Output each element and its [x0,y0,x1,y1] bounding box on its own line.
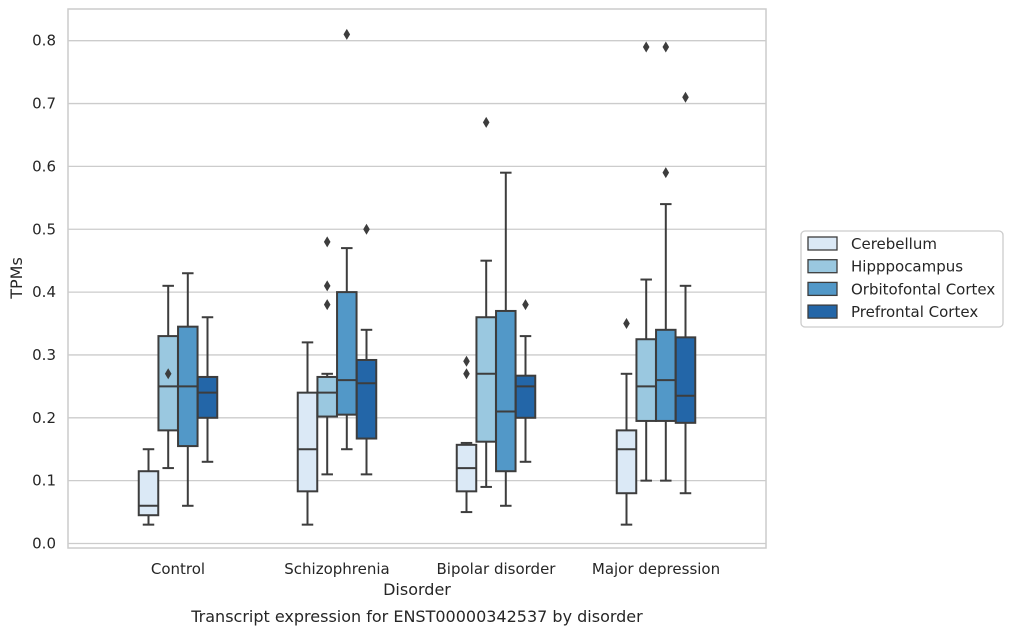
outlier-point [363,223,370,235]
outlier-point [323,299,331,311]
box-iqr [336,291,358,416]
outlier-point [164,368,172,380]
y-tick-label: 0.5 [32,220,56,238]
legend-label: Prefrontal Cortex [851,303,978,321]
box-hipppocampus [635,41,657,482]
box-prefrontal-cortex [196,316,219,463]
box-iqr [495,309,517,473]
box-iqr [355,358,378,440]
x-tick-label: Major depression [592,560,720,578]
y-tick-label: 0.3 [32,346,56,364]
y-tick-label: 0.0 [32,535,56,553]
box-iqr [475,316,497,443]
legend-swatch [807,304,838,319]
box-iqr [316,375,338,418]
box-iqr [196,375,219,419]
y-tick-label: 0.4 [32,283,56,301]
y-axis-title: TPMs [7,257,26,300]
box-iqr [615,429,638,495]
box-iqr [514,374,537,419]
x-tick-label: Bipolar disorder [437,560,557,578]
outlier-point [662,41,670,53]
outlier-point [343,28,351,40]
box-orbitofontal-cortex [336,28,358,451]
box-orbitofontal-cortex [495,171,517,507]
legend-label: Cerebellum [851,235,937,253]
outlier-point [623,318,630,330]
outlier-point [662,167,670,179]
outlier-point [642,41,650,53]
legend-swatch [807,281,838,297]
box-hipppocampus [157,284,179,470]
legend-frame [800,230,1004,328]
box-hipppocampus [475,116,497,488]
outlier-point [463,355,470,367]
box-cerebellum [455,355,478,514]
outlier-point [682,91,689,103]
box-iqr [296,391,319,493]
box-prefrontal-cortex [674,91,697,495]
box-orbitofontal-cortex [655,41,677,482]
box-iqr [674,336,697,424]
box-cerebellum [296,341,319,526]
outlier-point [522,299,529,311]
box-iqr [137,470,160,517]
box-prefrontal-cortex [355,223,378,476]
outlier-point [323,236,331,248]
x-axis-title: Disorder [383,580,451,599]
boxes [137,28,697,526]
legend-label: Hipppocampus [851,258,963,276]
box-orbitofontal-cortex [177,272,199,507]
y-tick-label: 0.7 [32,95,56,113]
x-tick-label: Schizophrenia [284,560,389,578]
outlier-point [482,116,490,128]
y-tick-label: 0.1 [32,472,56,490]
y-tick-label: 0.8 [32,32,56,50]
outlier-point [463,368,470,380]
box-iqr [157,335,179,432]
box-iqr [635,338,657,422]
legend-label: Orbitofontal Cortex [851,280,995,298]
box-prefrontal-cortex [514,299,537,463]
legend: Cerebellum Hipppocampus Orbitofontal Corte… [800,230,1004,328]
box-iqr [655,328,677,422]
outlier-point [323,280,331,292]
chart-caption: Transcript expression for ENST0000034253… [190,607,643,626]
box-cerebellum [137,448,160,526]
box-cerebellum [615,318,638,526]
plot-frame [67,8,767,549]
x-tick-labels: Control Schizophrenia Bipolar disorder Majo… [151,560,720,578]
x-tick-label: Control [151,560,205,578]
y-tick-labels: 0.0 0.1 0.2 0.3 0.4 0.5 0.6 0.7 0.8 [32,32,56,553]
y-tick-label: 0.2 [32,409,56,427]
legend-swatch [807,259,838,274]
y-tick-label: 0.6 [32,157,56,175]
legend-swatch [807,236,838,251]
